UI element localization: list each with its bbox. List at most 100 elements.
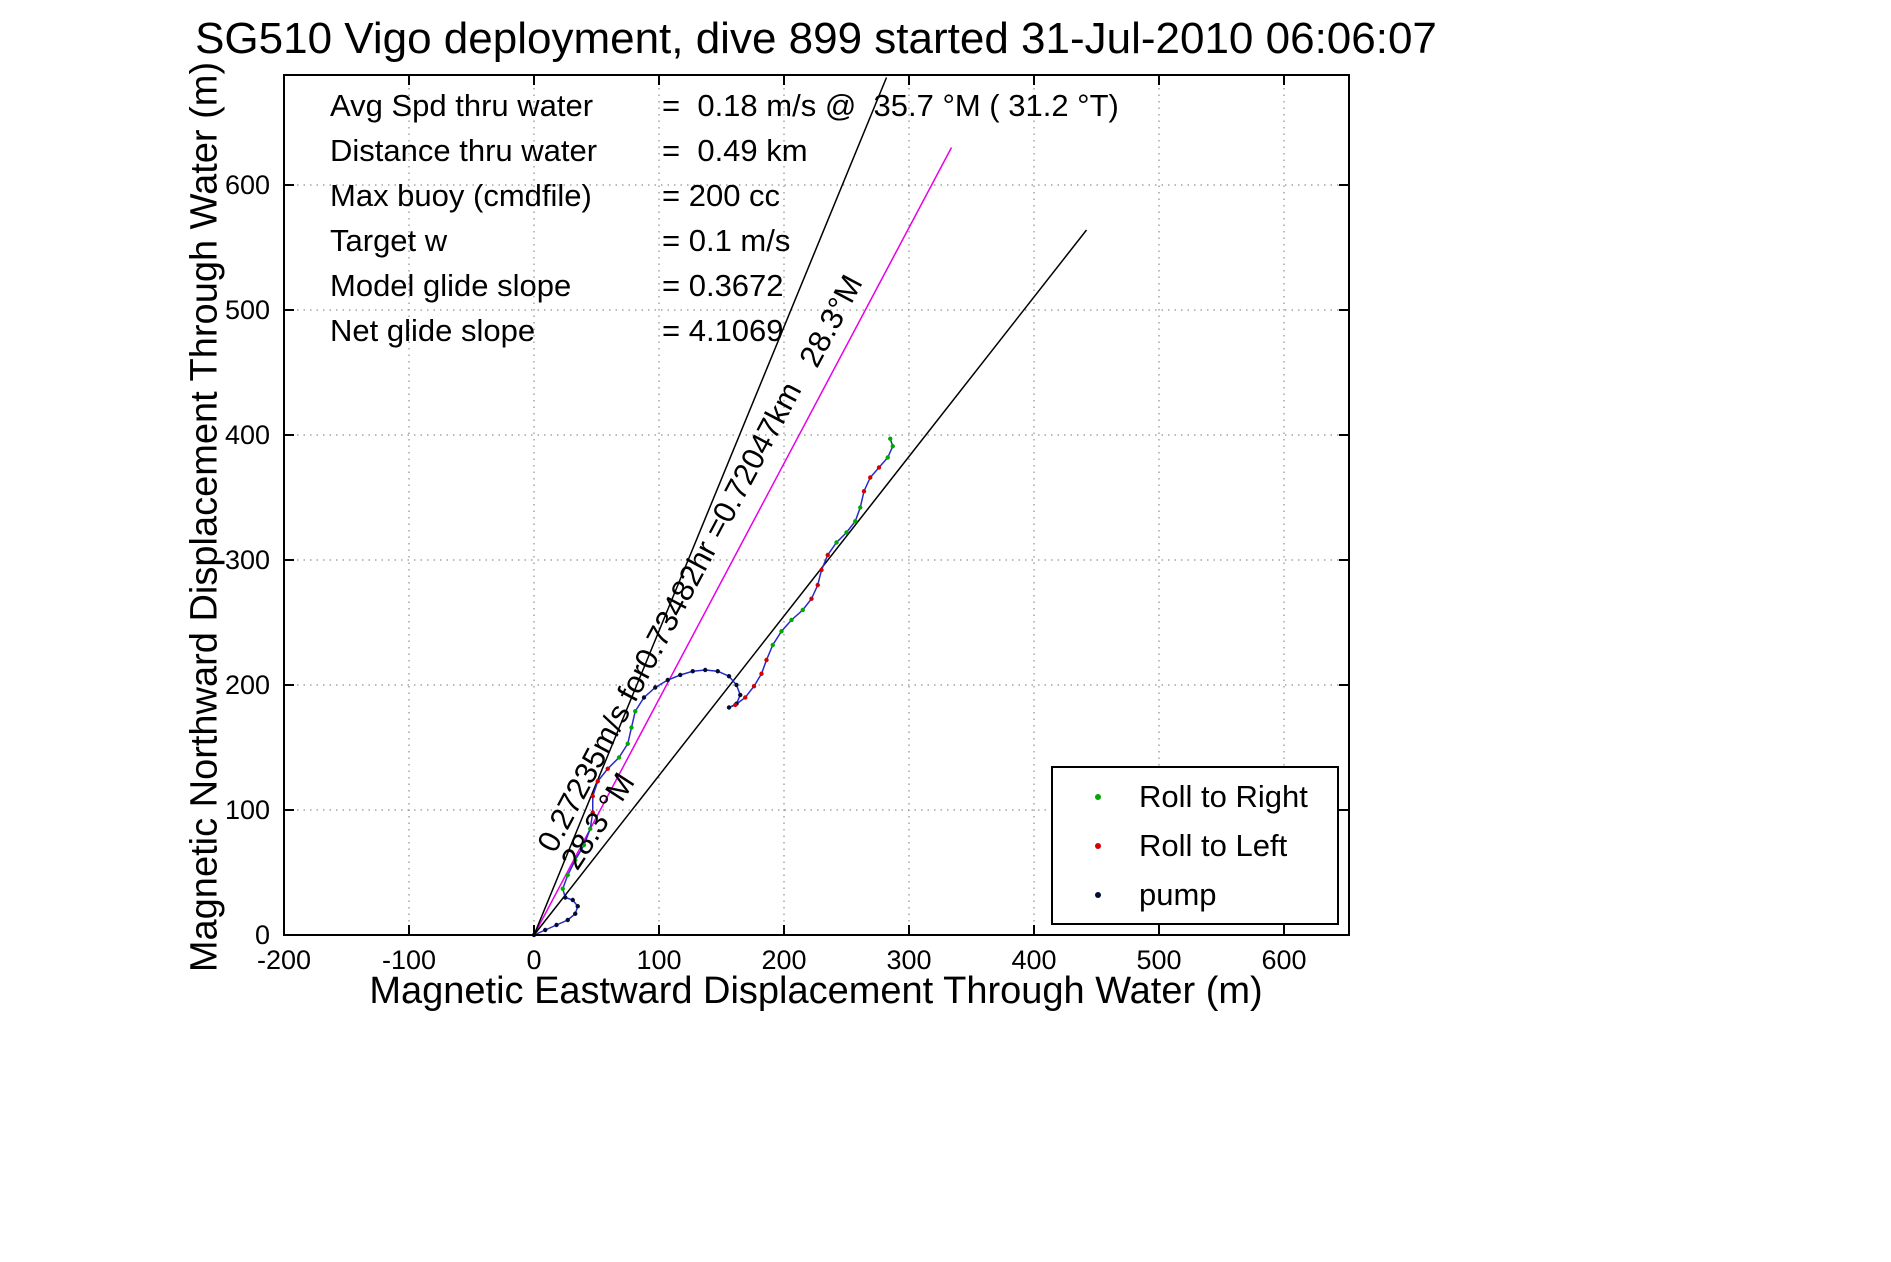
track-point	[888, 436, 893, 441]
track-path	[533, 438, 894, 936]
stat-value: = 0.49 km	[662, 133, 808, 168]
x-tick-label: -100	[382, 945, 436, 975]
track-point	[751, 684, 757, 689]
track-point	[726, 674, 732, 679]
bearing-line-lower	[533, 229, 1088, 936]
stat-label: Avg Spd thru water	[330, 88, 594, 123]
track-point	[570, 897, 575, 903]
track-point	[885, 455, 890, 460]
track-point	[734, 682, 739, 688]
track-point	[868, 475, 873, 480]
reference-lines	[533, 77, 1088, 936]
stat-label: Max buoy (cmdfile)	[330, 178, 592, 213]
tick-labels: -200 -100 0 100 200 300 400 500 600 0 100 200 300 400…	[225, 170, 1307, 975]
stat-value: = 0.18 m/s @ 35.7 °M ( 31.2 °T)	[662, 88, 1119, 123]
track-point	[665, 677, 670, 683]
y-tick-label: 100	[225, 795, 270, 825]
x-tick-label: 0	[526, 945, 541, 975]
track-point	[629, 725, 634, 730]
axes-box	[283, 74, 1350, 936]
stat-label: Target w	[330, 223, 448, 258]
legend-label: Roll to Left	[1139, 827, 1288, 863]
track-point	[588, 826, 593, 831]
legend-item-2: pump	[1053, 870, 1337, 919]
desired-track-line	[533, 147, 953, 936]
tick-marks	[283, 75, 1349, 936]
x-tick-label: 500	[1136, 945, 1181, 975]
track-point	[590, 794, 595, 799]
track-point	[738, 692, 743, 698]
track-point	[633, 709, 638, 714]
legend-item-1: Roll to Left	[1053, 821, 1337, 870]
track-point	[641, 695, 647, 700]
track-point	[853, 519, 858, 524]
track-point	[743, 695, 748, 700]
x-tick-label: -200	[257, 945, 311, 975]
legend-marker-icon	[1095, 793, 1101, 800]
track-point	[800, 607, 805, 613]
track-point	[861, 489, 867, 494]
x-tick-label: 600	[1261, 945, 1306, 975]
stat-value: = 0.3672	[662, 268, 784, 303]
grid-lines	[284, 75, 1349, 935]
track-point	[770, 642, 775, 648]
chart-title: SG510 Vigo deployment, dive 899 started …	[195, 14, 1437, 63]
track-point	[858, 505, 863, 510]
legend-box: Roll to Right Roll to Left pump	[1051, 766, 1339, 925]
track-point	[678, 672, 683, 678]
track-point	[625, 741, 630, 746]
track-point	[595, 779, 600, 784]
track-point	[819, 567, 824, 573]
x-tick-label: 200	[761, 945, 806, 975]
track-point	[834, 540, 839, 545]
stat-row-0: Avg Spd thru water = 0.18 m/s @ 35.7 °M (…	[330, 83, 1119, 128]
track-point	[616, 755, 622, 760]
track-point	[759, 671, 764, 676]
track-point	[825, 552, 830, 558]
track-point	[573, 857, 578, 863]
y-tick-label: 600	[225, 170, 270, 200]
track-point	[715, 669, 720, 674]
legend-item-0: Roll to Right	[1053, 772, 1337, 821]
track-point	[653, 685, 658, 690]
stat-row-3: Target w = 0.1 m/s	[330, 218, 1119, 263]
track-point	[565, 872, 570, 878]
track-line	[533, 438, 894, 936]
track-point	[565, 917, 570, 923]
x-tick-label: 400	[1011, 945, 1056, 975]
track-point	[779, 629, 784, 634]
track-point	[581, 842, 587, 848]
stat-label: Distance thru water	[330, 133, 598, 168]
track-point	[876, 465, 882, 470]
track-points	[531, 436, 895, 938]
track-point	[844, 530, 849, 535]
stat-row-1: Distance thru water = 0.49 km	[330, 128, 1119, 173]
track-point	[764, 657, 769, 663]
stat-row-4: Model glide slope = 0.3672	[330, 263, 1119, 308]
track-point	[590, 810, 595, 815]
track-point	[890, 444, 895, 449]
bearing-line-upper	[533, 77, 888, 936]
y-tick-label: 200	[225, 670, 270, 700]
track-point	[573, 911, 578, 916]
track-point	[703, 667, 708, 673]
y-tick-label: 500	[225, 295, 270, 325]
stat-label: Model glide slope	[330, 268, 572, 303]
track-point	[690, 669, 695, 674]
track-point	[815, 582, 820, 588]
track-point	[560, 886, 565, 891]
x-tick-label: 300	[886, 945, 931, 975]
track-point	[563, 895, 568, 900]
track-point	[543, 927, 548, 933]
track-point	[605, 766, 610, 771]
track-point	[809, 596, 814, 601]
track-point	[554, 922, 559, 928]
stat-row-5: Net glide slope = 4.1069	[330, 308, 1119, 353]
stat-value: = 200 cc	[662, 178, 781, 213]
x-tick-label: 100	[636, 945, 681, 975]
stat-value: = 4.1069	[662, 313, 784, 348]
track-point	[726, 705, 732, 710]
y-tick-label: 300	[225, 545, 270, 575]
